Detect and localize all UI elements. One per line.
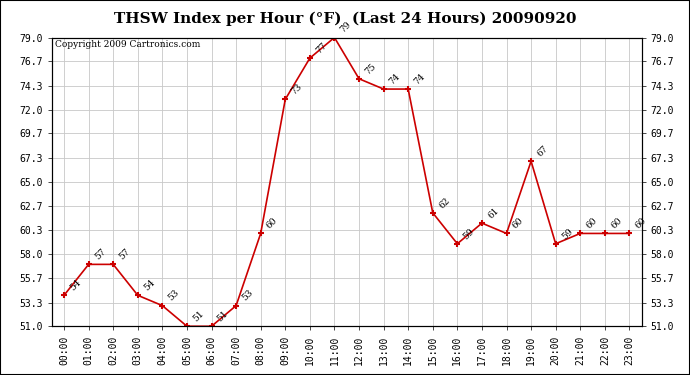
Text: THSW Index per Hour (°F)  (Last 24 Hours) 20090920: THSW Index per Hour (°F) (Last 24 Hours)… — [114, 11, 576, 26]
Text: Copyright 2009 Cartronics.com: Copyright 2009 Cartronics.com — [55, 40, 200, 50]
Text: 60: 60 — [633, 216, 648, 231]
Text: 59: 59 — [560, 226, 574, 241]
Text: 62: 62 — [437, 196, 451, 210]
Text: 51: 51 — [191, 309, 206, 324]
Text: 54: 54 — [142, 278, 157, 292]
Text: 59: 59 — [462, 226, 476, 241]
Text: 74: 74 — [413, 72, 427, 86]
Text: 51: 51 — [216, 309, 230, 324]
Text: 60: 60 — [265, 216, 279, 231]
Text: 60: 60 — [584, 216, 599, 231]
Text: 57: 57 — [117, 247, 132, 262]
Text: 61: 61 — [486, 206, 500, 220]
Text: 57: 57 — [92, 247, 108, 262]
Text: 75: 75 — [363, 62, 377, 76]
Text: 53: 53 — [166, 288, 181, 303]
Text: 60: 60 — [511, 216, 525, 231]
Text: 74: 74 — [388, 72, 402, 86]
Text: 79: 79 — [339, 20, 353, 35]
Text: 54: 54 — [68, 278, 83, 292]
Text: 73: 73 — [289, 82, 304, 97]
Text: 77: 77 — [314, 41, 328, 56]
Text: 60: 60 — [609, 216, 624, 231]
Text: 53: 53 — [240, 288, 255, 303]
Text: 67: 67 — [535, 144, 550, 159]
